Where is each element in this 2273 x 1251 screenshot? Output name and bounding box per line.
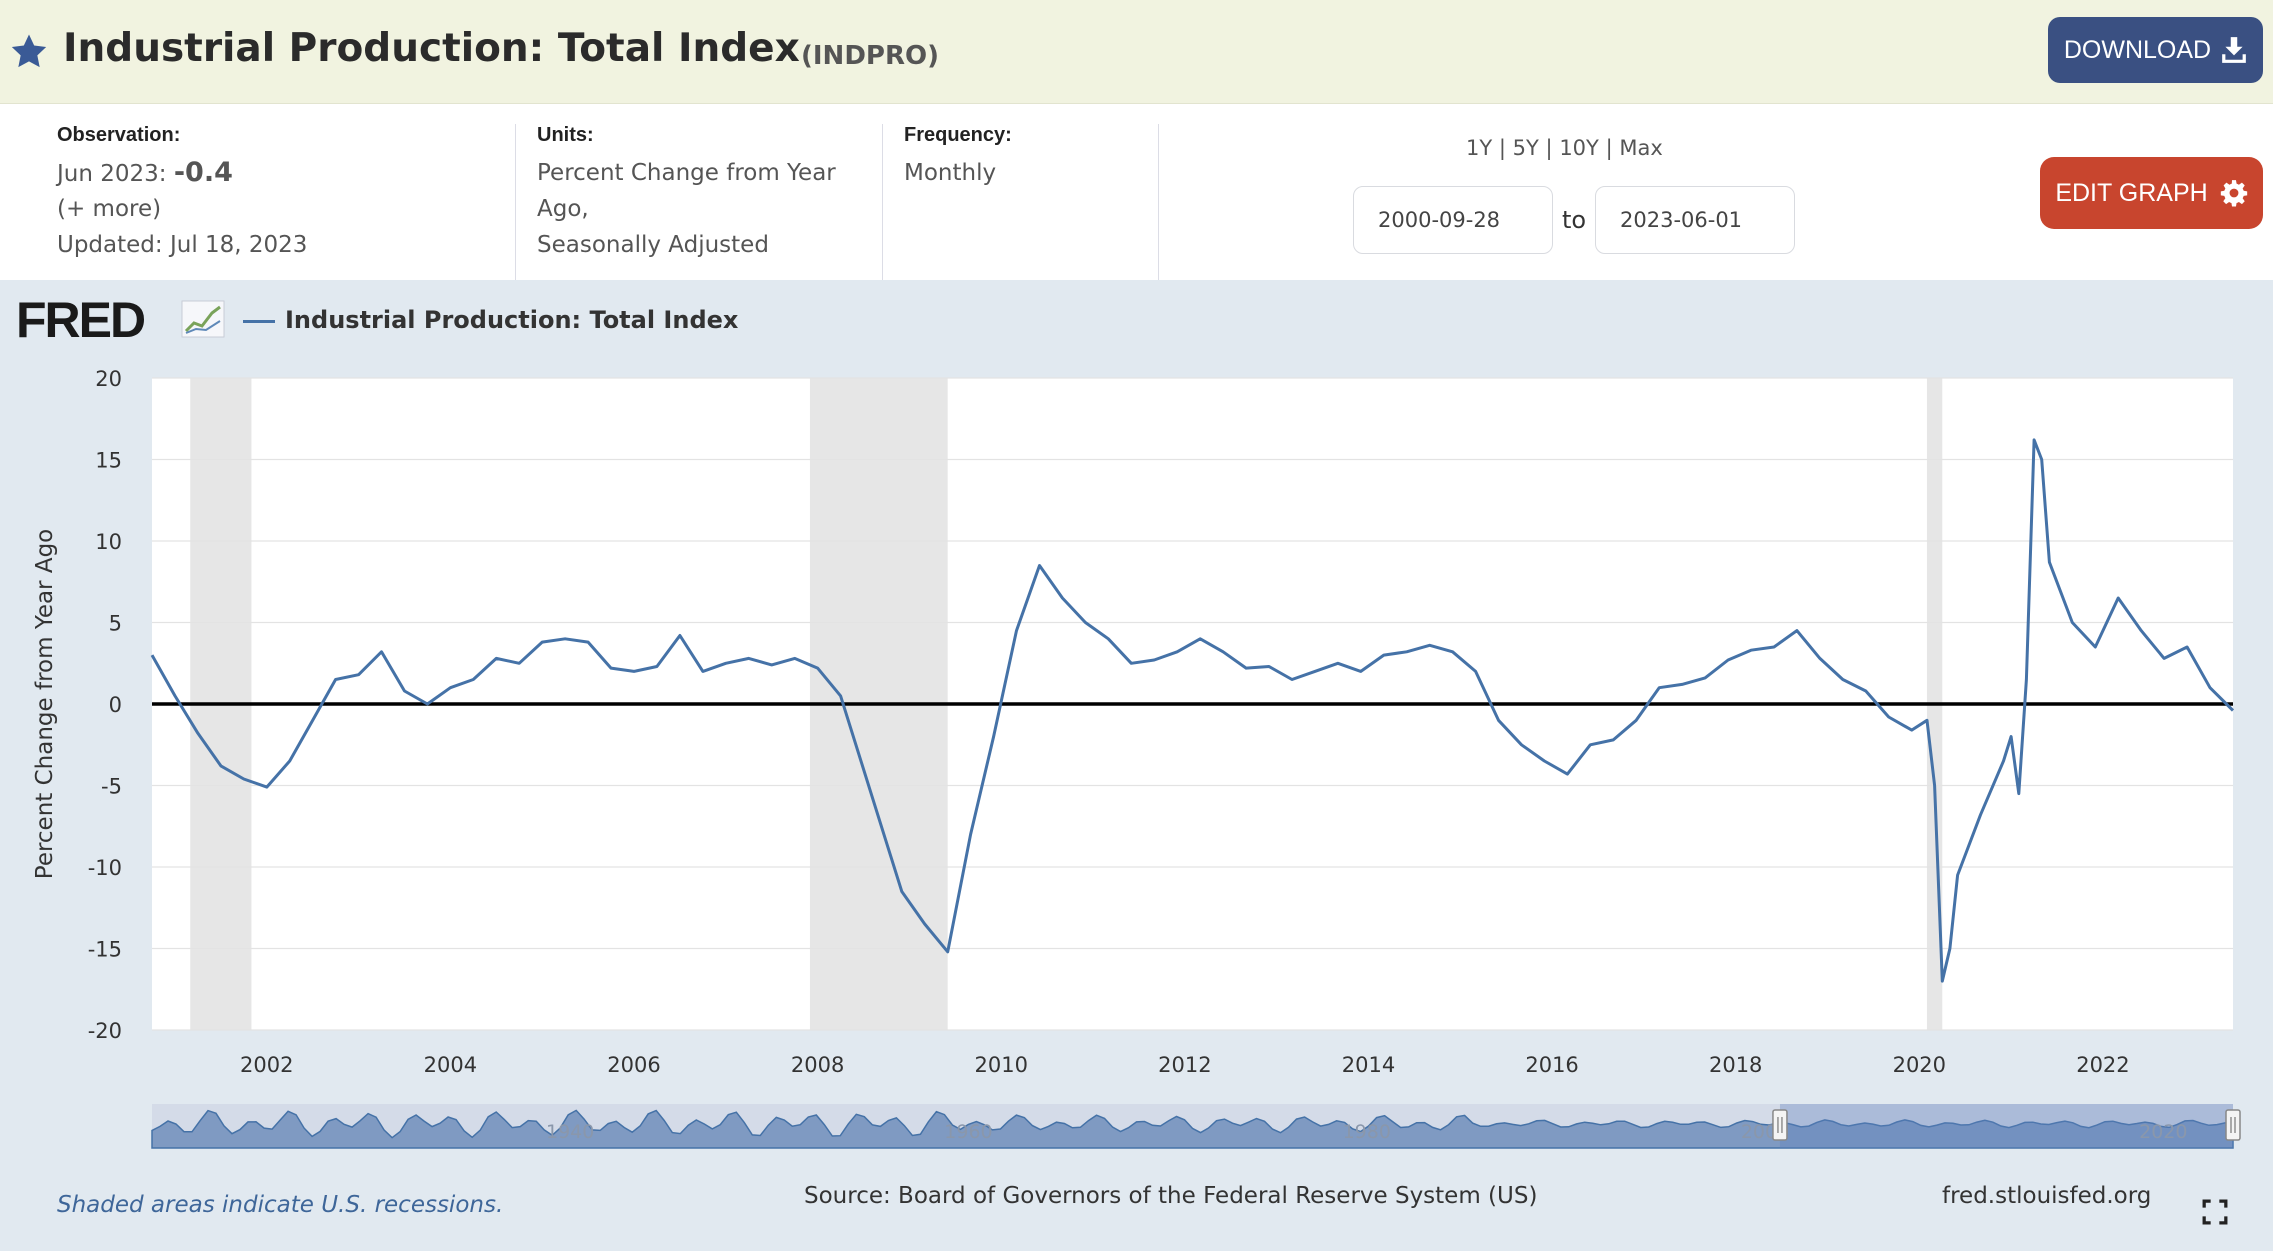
range-separator: | — [1498, 136, 1506, 160]
navigator-selection[interactable] — [1779, 1104, 2233, 1148]
y-tick-label: -10 — [88, 856, 122, 880]
units-label: Units: — [537, 124, 594, 146]
range-separator: | — [1605, 136, 1613, 160]
header-bar: Industrial Production: Total Index (INDP… — [0, 0, 2273, 104]
navigator-handle[interactable] — [1772, 1109, 1788, 1141]
navigator-tick-label: 1960 — [944, 1121, 992, 1143]
navigator-handle[interactable] — [2225, 1109, 2241, 1141]
range-10y-link[interactable]: 10Y — [1559, 136, 1599, 160]
x-tick-label: 2008 — [791, 1053, 844, 1077]
site-link[interactable]: fred.stlouisfed.org — [1942, 1183, 2152, 1209]
observation-block: Observation: Jun 2023: -0.4 (+ more) Upd… — [57, 124, 307, 264]
y-tick-label: 10 — [95, 530, 122, 554]
units-line-1: Percent Change from Year — [537, 160, 836, 186]
y-tick-label: 0 — [109, 693, 122, 717]
observation-value: -0.4 — [173, 157, 233, 188]
range-navigator[interactable]: 1940 1960 1980 2000 2020 — [151, 1104, 2241, 1149]
range-selector: 1Y | 5Y | 10Y | Max — [1466, 136, 1663, 160]
fullscreen-icon[interactable] — [2202, 1199, 2228, 1225]
legend-label: Industrial Production: Total Index — [285, 306, 739, 334]
range-max-link[interactable]: Max — [1619, 136, 1663, 160]
svg-text:FRED: FRED — [16, 293, 145, 345]
range-5y-link[interactable]: 5Y — [1512, 136, 1539, 160]
observation-label: Observation: — [57, 124, 181, 146]
frequency-value: Monthly — [904, 160, 997, 186]
units-block: Units: Percent Change from Year Ago, Sea… — [537, 124, 836, 263]
x-tick-label: 2016 — [1525, 1053, 1578, 1077]
divider — [1158, 124, 1159, 284]
updated-text: Updated: Jul 18, 2023 — [57, 232, 308, 258]
observation-line: Jun 2023: -0.4 — [57, 155, 307, 192]
x-tick-label: 2018 — [1709, 1053, 1762, 1077]
y-tick-label: -20 — [88, 1019, 122, 1043]
x-tick-label: 2004 — [424, 1053, 477, 1077]
range-1y-link[interactable]: 1Y — [1466, 136, 1493, 160]
x-tick-label: 2012 — [1158, 1053, 1211, 1077]
edit-graph-button[interactable]: EDIT GRAPH — [2040, 157, 2263, 229]
y-tick-label: -15 — [88, 938, 122, 962]
frequency-block: Frequency: Monthly — [904, 124, 1012, 191]
x-tick-label: 2022 — [2076, 1053, 2129, 1077]
navigator-tick-label: 1980 — [1343, 1121, 1391, 1143]
fred-logo: FRED — [16, 293, 225, 345]
to-label: to — [1562, 206, 1587, 234]
units-line-2: Ago, — [537, 196, 589, 222]
source-text: Source: Board of Governors of the Federa… — [804, 1183, 1538, 1209]
x-tick-label: 2014 — [1342, 1053, 1395, 1077]
download-label: DOWNLOAD — [2063, 35, 2212, 64]
y-tick-label: 5 — [109, 612, 122, 636]
more-link[interactable]: (+ more) — [57, 196, 162, 222]
y-tick-label: 15 — [95, 449, 122, 473]
gear-icon — [2220, 180, 2247, 207]
legend-swatch — [243, 320, 275, 323]
star-icon[interactable] — [8, 32, 50, 72]
divider — [515, 124, 516, 284]
end-date-input[interactable]: 2023-06-01 — [1595, 186, 1795, 254]
series-meta: Observation: Jun 2023: -0.4 (+ more) Upd… — [0, 104, 2273, 284]
x-tick-label: 2006 — [607, 1053, 660, 1077]
range-separator: | — [1545, 136, 1553, 160]
frequency-label: Frequency: — [904, 124, 1012, 146]
navigator-tick-label: 2020 — [2139, 1121, 2187, 1143]
y-tick-label: 20 — [95, 367, 122, 391]
y-axis-label: Percent Change from Year Ago — [32, 529, 58, 879]
download-button[interactable]: DOWNLOAD — [2048, 17, 2263, 83]
navigator-tick-label: 1940 — [546, 1121, 594, 1143]
x-tick-label: 2020 — [1893, 1053, 1946, 1077]
divider — [882, 124, 883, 284]
download-icon — [2222, 37, 2246, 63]
x-tick-label: 2002 — [240, 1053, 293, 1077]
edit-graph-label: EDIT GRAPH — [2055, 178, 2208, 207]
page-title: Industrial Production: Total Index — [63, 26, 800, 71]
observation-date: Jun 2023: — [57, 161, 167, 187]
start-date-input[interactable]: 2000-09-28 — [1353, 186, 1553, 254]
recession-note: Shaded areas indicate U.S. recessions. — [57, 1192, 504, 1218]
series-id: (INDPRO) — [801, 41, 939, 71]
y-tick-label: -5 — [101, 775, 122, 799]
navigator-series — [151, 1109, 2234, 1149]
units-line-3: Seasonally Adjusted — [537, 232, 769, 258]
series-line — [150, 438, 2235, 983]
x-tick-label: 2010 — [975, 1053, 1028, 1077]
